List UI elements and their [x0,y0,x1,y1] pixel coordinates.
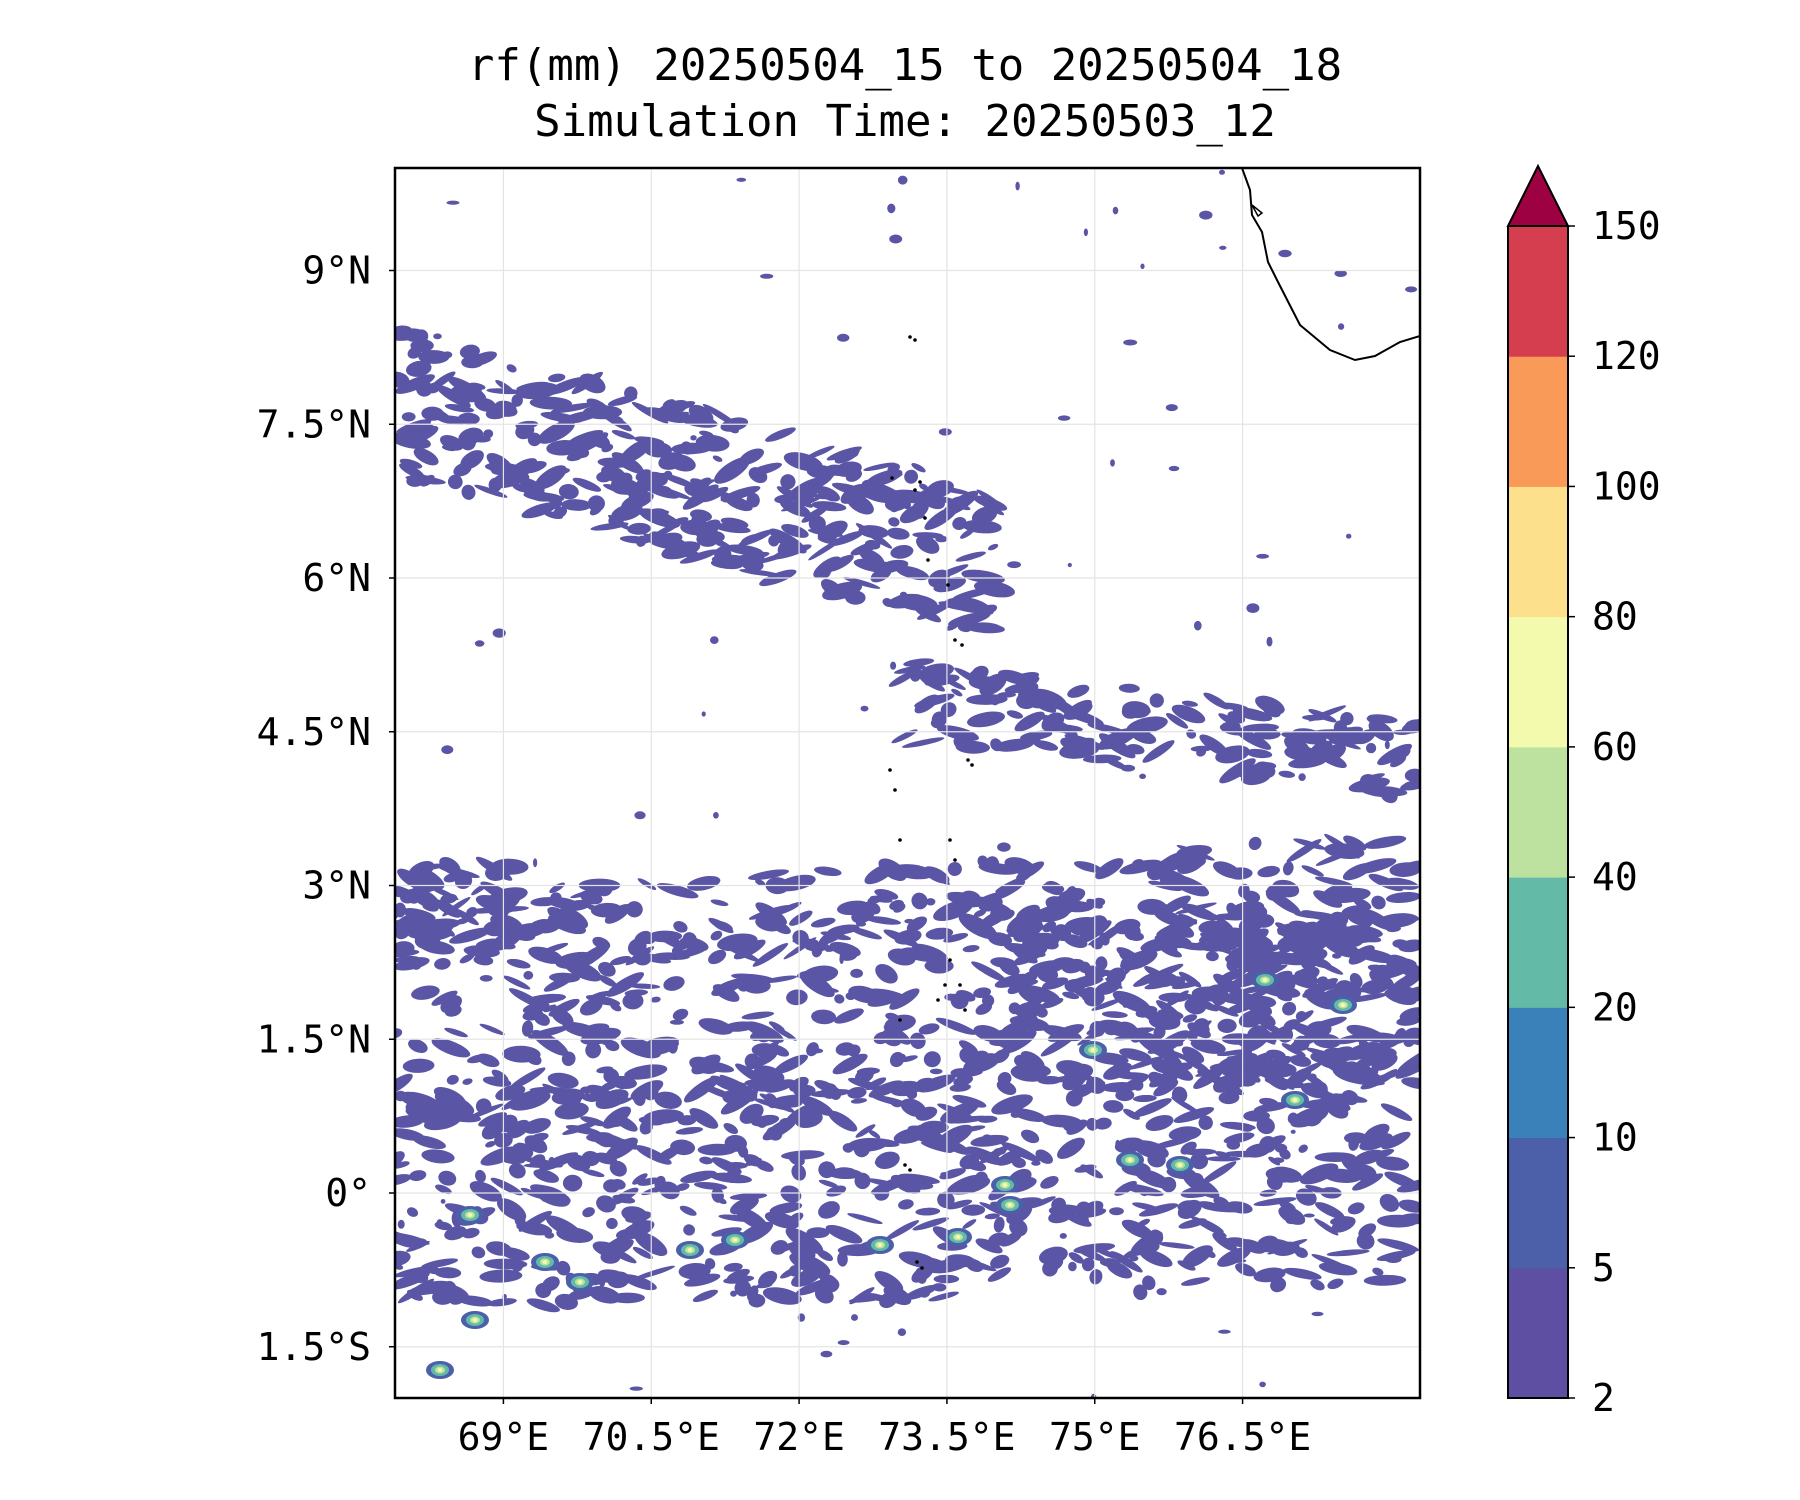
colorbar-tick-label: 120 [1592,334,1661,378]
coastline [888,168,1420,1270]
longitude-tick-label: 75°E [1049,1415,1141,1459]
colorbar-segment [1508,1267,1568,1399]
colorbar-tick-label: 150 [1592,204,1661,248]
gridlines [395,168,1420,1398]
colorbar: 2 5 10 20 40 60 80 100 120 150 [1506,163,1661,1420]
colorbar-segment [1508,356,1568,487]
colorbar-segment [1508,877,1568,1008]
colorbar-segment [1508,1007,1568,1139]
colorbar-tick-label: 5 [1592,1246,1615,1290]
colorbar-tick-label: 20 [1592,985,1638,1029]
longitude-tick-label: 70.5°E [583,1415,720,1459]
colorbar-segment [1508,226,1568,357]
colorbar-tick-label: 100 [1592,464,1661,508]
colorbar-segment [1508,746,1568,878]
colorbar-tick-label: 80 [1592,595,1638,639]
longitude-tick-label: 76.5°E [1174,1415,1311,1459]
latitude-tick-label: 1.5°N [257,1017,371,1061]
colorbar-tick-label: 60 [1592,725,1638,769]
colorbar-tick-label: 2 [1592,1376,1615,1420]
map-title: rf(mm) 20250504_15 to 20250504_18 [467,40,1343,91]
colorbar-extend-arrow [1506,163,1570,227]
longitude-tick-label: 73.5°E [878,1415,1015,1459]
longitude-ticks: 69°E 70.5°E 72°E 73.5°E 75°E 76.5°E [458,1398,1311,1459]
longitude-tick-label: 69°E [458,1415,550,1459]
map-frame [393,166,1422,1400]
latitude-tick-label: 3°N [302,864,371,908]
colorbar-tick-label: 40 [1592,855,1638,899]
latitude-ticks: 9°N 7.5°N 6°N 4.5°N 3°N 1.5°N 0° 1.5°S [257,249,395,1369]
latitude-tick-label: 0° [325,1171,371,1215]
colorbar-tick-label: 10 [1592,1116,1638,1160]
colorbar-segment [1508,616,1568,748]
rainfall-field [395,169,1420,1398]
colorbar-segment [1508,486,1568,618]
latitude-tick-label: 4.5°N [257,710,371,754]
colorbar-segment [1508,1137,1568,1269]
latitude-tick-label: 7.5°N [257,402,371,446]
latitude-tick-label: 1.5°S [257,1325,371,1369]
longitude-tick-label: 72°E [753,1415,845,1459]
map-subtitle: Simulation Time: 20250503_12 [534,96,1276,147]
latitude-tick-label: 6°N [302,556,371,600]
latitude-tick-label: 9°N [302,249,371,293]
